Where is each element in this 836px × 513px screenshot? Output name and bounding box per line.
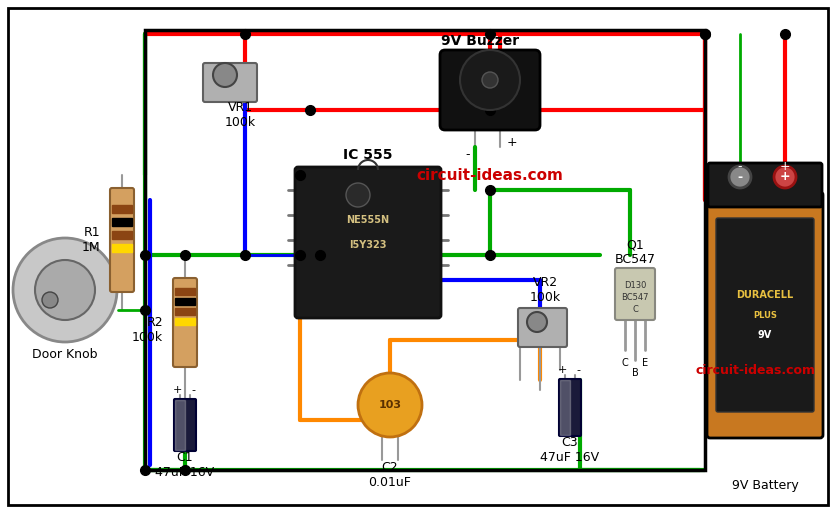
Text: C1
47uF 16V: C1 47uF 16V [155,451,215,479]
Text: circuit-ideas.com: circuit-ideas.com [416,168,563,183]
Circle shape [527,312,547,332]
Text: VR1
100k: VR1 100k [224,101,256,129]
FancyBboxPatch shape [295,167,441,318]
Text: +: + [172,385,181,395]
Text: I5Y323: I5Y323 [349,240,387,250]
Bar [175,288,195,295]
Text: +: + [780,170,790,184]
Bar [175,400,185,450]
Text: B: B [632,368,639,378]
Bar [175,298,195,305]
Text: +: + [780,161,790,173]
Text: C: C [632,306,638,314]
FancyBboxPatch shape [173,278,197,367]
Text: 9V Battery: 9V Battery [732,479,798,491]
FancyBboxPatch shape [716,218,814,412]
Bar [112,218,132,226]
Bar [175,308,195,315]
Text: -: - [737,161,742,173]
Text: R2
100k: R2 100k [132,316,163,344]
Text: PLUS: PLUS [753,310,777,320]
Text: 103: 103 [379,400,401,410]
Text: circuit-ideas.com: circuit-ideas.com [695,364,815,377]
Text: Q1
BC547: Q1 BC547 [614,238,655,266]
Circle shape [213,63,237,87]
Text: R1
1M: R1 1M [81,226,100,254]
Text: 9V Buzzer: 9V Buzzer [441,34,519,48]
Bar [112,244,132,252]
Text: -: - [576,365,580,375]
Bar [175,318,195,325]
Text: -: - [191,385,195,395]
Text: -: - [737,170,742,184]
FancyBboxPatch shape [440,50,540,130]
FancyBboxPatch shape [110,188,134,292]
Text: +: + [507,136,517,149]
Text: 9V: 9V [758,330,772,340]
Text: NE555N: NE555N [346,215,390,225]
Text: VR2
100k: VR2 100k [529,276,561,304]
Circle shape [482,72,498,88]
Text: DURACELL: DURACELL [737,290,793,300]
Circle shape [346,183,370,207]
Circle shape [13,238,117,342]
Text: D130: D130 [624,281,646,289]
Text: Door Knob: Door Knob [33,348,98,362]
FancyBboxPatch shape [707,192,823,438]
Text: -: - [466,148,470,162]
FancyBboxPatch shape [203,63,257,102]
Bar [112,205,132,213]
Text: C: C [622,358,629,368]
Text: E: E [642,358,648,368]
FancyBboxPatch shape [8,8,828,505]
Circle shape [729,166,751,188]
Bar [112,231,132,239]
FancyBboxPatch shape [518,308,567,347]
Circle shape [42,292,58,308]
Text: BC547: BC547 [621,293,649,303]
Circle shape [774,166,796,188]
Circle shape [35,260,95,320]
Bar [560,380,570,435]
Text: IC 555: IC 555 [344,148,393,162]
FancyBboxPatch shape [559,379,581,436]
FancyBboxPatch shape [615,268,655,320]
FancyBboxPatch shape [174,399,196,451]
Circle shape [460,50,520,110]
FancyBboxPatch shape [708,163,822,207]
Text: C2
0.01uF: C2 0.01uF [369,461,411,489]
Circle shape [358,373,422,437]
Text: C3
47uF 16V: C3 47uF 16V [540,436,599,464]
Text: +: + [558,365,567,375]
